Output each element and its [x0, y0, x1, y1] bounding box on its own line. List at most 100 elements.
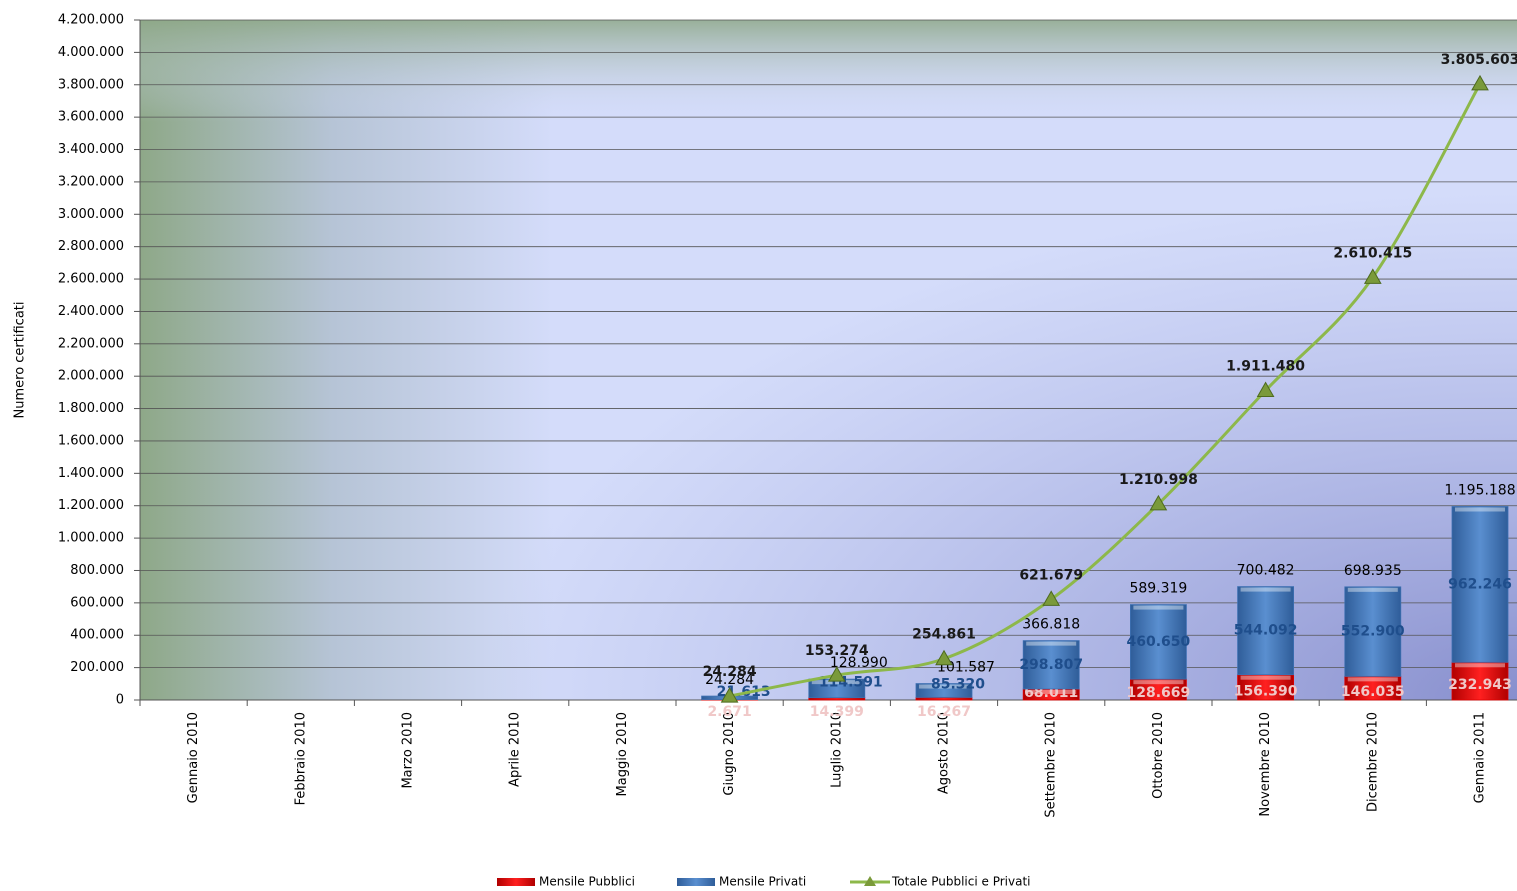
bar-segment — [1451, 661, 1509, 701]
line-marker — [720, 687, 739, 703]
x-tick-label: Giugno 2010 — [722, 712, 737, 796]
bar-segment — [1451, 506, 1509, 663]
bar-highlight — [1026, 689, 1077, 694]
plot-background — [140, 20, 1517, 700]
x-tick-label: Luglio 2010 — [829, 712, 844, 788]
bar-segment — [1237, 586, 1294, 676]
line-marker — [1042, 590, 1061, 606]
y-tick-label: 400.000 — [70, 628, 124, 643]
line-marker — [827, 666, 846, 682]
x-tick-label: Novembre 2010 — [1258, 712, 1273, 817]
line-label: 1.210.998 — [1119, 472, 1198, 488]
y-tick-label: 2.400.000 — [58, 304, 124, 319]
data-label: 146.035 — [1341, 684, 1405, 700]
data-label: 16.267 — [917, 704, 971, 720]
y-tick-label: 0 — [116, 693, 124, 708]
y-tick-label: 3.000.000 — [58, 207, 124, 222]
y-tick-label: 3.400.000 — [58, 142, 124, 157]
x-tick-label: Febbraio 2010 — [293, 712, 308, 805]
y-tick-label: 1.400.000 — [58, 466, 124, 481]
bar-highlight — [1455, 663, 1505, 668]
bar-total-label: 698.935 — [1344, 563, 1402, 579]
y-tick-label: 1.200.000 — [58, 498, 124, 513]
line-marker — [1149, 494, 1168, 511]
bar-highlight — [1347, 587, 1398, 592]
bar-highlight — [811, 680, 862, 685]
line-label: 153.274 — [805, 643, 869, 659]
bar-segment — [1022, 640, 1080, 690]
data-label: 962.246 — [1448, 576, 1512, 592]
y-tick-label: 1.600.000 — [58, 433, 124, 448]
x-tick-label: Gennaio 2010 — [186, 712, 201, 803]
data-label: 156.390 — [1234, 683, 1298, 699]
data-label: 298.807 — [1019, 657, 1083, 673]
x-tick-label: Dicembre 2010 — [1365, 712, 1380, 812]
y-tick-label: 4.200.000 — [58, 13, 124, 28]
x-tick-label: Gennaio 2011 — [1473, 712, 1488, 803]
bar-total-label: 366.818 — [1022, 617, 1080, 633]
y-tick-label: 4.000.000 — [58, 45, 124, 60]
bar-highlight — [1133, 605, 1184, 610]
y-tick-label: 1.800.000 — [58, 401, 124, 416]
y-tick-label: 600.000 — [70, 595, 124, 610]
data-label: 544.092 — [1234, 623, 1298, 639]
bar-highlight — [1026, 641, 1077, 646]
bar-highlight — [1133, 680, 1184, 685]
y-tick-label: 200.000 — [70, 660, 124, 675]
legend-swatch — [497, 878, 535, 886]
bar-highlight — [1455, 507, 1505, 512]
data-label: 14.399 — [810, 704, 864, 720]
line-label: 2.610.415 — [1333, 245, 1412, 261]
bar-highlight — [1240, 675, 1291, 680]
bar-segment — [915, 683, 973, 698]
y-tick-label: 2.200.000 — [58, 336, 124, 351]
y-tick-label: 800.000 — [70, 563, 124, 578]
y-tick-label: 2.800.000 — [58, 239, 124, 254]
data-label: 2.671 — [707, 704, 751, 720]
y-tick-label: 3.600.000 — [58, 110, 124, 125]
line-marker — [935, 649, 953, 666]
y-tick-label: 2.000.000 — [58, 369, 124, 384]
bar-total-label: 589.319 — [1129, 581, 1187, 597]
bar-total-label: 24.284 — [705, 672, 754, 688]
line-label: 3.805.603 — [1441, 52, 1517, 68]
legend-label: Mensile Privati — [719, 875, 806, 889]
legend-label: Totale Pubblici e Privati — [891, 875, 1031, 889]
bar-total-label: 700.482 — [1237, 563, 1295, 579]
line-label: 621.679 — [1019, 567, 1083, 583]
bar-total-label: 128.990 — [830, 655, 888, 671]
line-label: 1.911.480 — [1226, 359, 1305, 375]
line-label: 24.284 — [703, 664, 757, 680]
line-label: 254.861 — [912, 627, 976, 643]
x-tick-label: Agosto 2010 — [937, 712, 952, 794]
line-marker — [1471, 74, 1489, 91]
bar-total-label: 1.195.188 — [1444, 482, 1515, 498]
x-tick-label: Aprile 2010 — [508, 712, 523, 787]
y-tick-label: 1.000.000 — [58, 531, 124, 546]
bar-highlight — [1347, 677, 1398, 682]
x-tick-label: Maggio 2010 — [615, 712, 630, 796]
line-marker — [1256, 381, 1275, 398]
bar-segment — [1130, 604, 1187, 680]
x-tick-label: Settembre 2010 — [1044, 712, 1059, 818]
bar-segment — [1344, 586, 1402, 677]
bar-highlight — [1240, 587, 1291, 592]
legend-label: Mensile Pubblici — [539, 875, 635, 889]
data-label: 85.320 — [931, 676, 985, 692]
x-tick-label: Ottobre 2010 — [1151, 712, 1166, 799]
line-marker — [1363, 268, 1382, 284]
y-tick-label: 2.600.000 — [58, 272, 124, 287]
data-label: 128.669 — [1127, 685, 1191, 701]
y-axis-title: Numero certificati — [13, 302, 28, 419]
legend-marker — [864, 876, 876, 886]
data-label: 232.943 — [1448, 677, 1512, 693]
data-label: 552.900 — [1341, 624, 1405, 640]
x-tick-label: Marzo 2010 — [401, 712, 416, 789]
bar-highlight — [919, 684, 969, 689]
legend-swatch — [677, 878, 715, 886]
y-tick-label: 3.800.000 — [58, 77, 124, 92]
bar-segment — [1237, 674, 1294, 701]
y-tick-label: 3.200.000 — [58, 174, 124, 189]
